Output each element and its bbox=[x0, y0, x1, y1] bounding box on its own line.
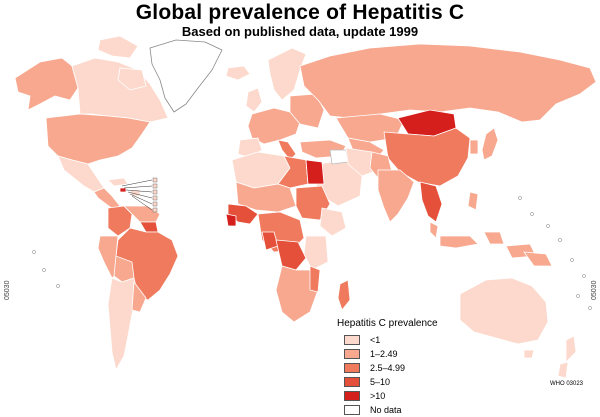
korea-region bbox=[469, 139, 479, 155]
side-code-left: 05030 bbox=[4, 280, 11, 300]
greenland-region bbox=[149, 39, 223, 113]
legend-item: 2.5–4.99 bbox=[337, 361, 487, 375]
arctic-islands bbox=[97, 35, 147, 91]
alaska-region bbox=[14, 57, 79, 111]
guinea-region bbox=[225, 213, 237, 227]
legend-label: 1–2.49 bbox=[370, 349, 398, 359]
legend-label: 5–10 bbox=[370, 377, 391, 387]
russia-region bbox=[299, 43, 597, 123]
iceland-region bbox=[225, 65, 251, 81]
madagascar-region bbox=[337, 279, 351, 311]
uk-region bbox=[245, 87, 263, 113]
map-legend: Hepatitis C prevalence <1 1–2.49 2.5–4.99 5… bbox=[337, 318, 487, 417]
legend-item: >10 bbox=[337, 389, 487, 403]
credit-label: WHO 03023 bbox=[549, 381, 583, 387]
island-markers bbox=[152, 177, 158, 213]
indochina-region bbox=[419, 181, 443, 223]
malaysia-region bbox=[429, 221, 439, 239]
iran-region bbox=[345, 147, 379, 177]
australia-region bbox=[459, 277, 549, 345]
legend-item: 1–2.49 bbox=[337, 347, 487, 361]
legend-swatch bbox=[344, 335, 360, 345]
indonesia-region bbox=[439, 231, 537, 259]
philippines-region bbox=[467, 191, 479, 211]
legend-label: >10 bbox=[370, 391, 386, 401]
legend-swatch bbox=[344, 391, 360, 401]
congo-region bbox=[275, 239, 307, 271]
italy-region bbox=[277, 139, 297, 161]
legend-item: <1 bbox=[337, 333, 487, 347]
ethiopia-region bbox=[319, 207, 347, 237]
png-region bbox=[523, 251, 553, 267]
caribbean-highlight bbox=[119, 187, 127, 193]
legend-swatch bbox=[344, 349, 360, 359]
southern-africa-region bbox=[275, 265, 319, 323]
island-leader-lines bbox=[121, 179, 153, 211]
legend-label: 2.5–4.99 bbox=[370, 363, 406, 373]
legend-item: No data bbox=[337, 403, 487, 417]
legend-label: <1 bbox=[370, 335, 381, 345]
map-subtitle: Based on published data, update 1999 bbox=[181, 24, 419, 39]
tasmania-region bbox=[523, 349, 535, 359]
mozambique-region bbox=[309, 265, 321, 293]
legend-title: Hepatitis C prevalence bbox=[337, 318, 438, 329]
map-title: Global prevalence of Hepatitis C bbox=[135, 1, 465, 24]
new-zealand-region bbox=[557, 335, 577, 379]
pacific-islands bbox=[32, 196, 592, 310]
legend-label: No data bbox=[370, 405, 402, 415]
western-europe-region bbox=[247, 107, 301, 145]
chile-argentina-region bbox=[107, 277, 139, 371]
usa-region bbox=[45, 113, 151, 165]
scandinavia-region bbox=[267, 47, 307, 101]
iraq-region bbox=[329, 149, 349, 165]
guyana-region bbox=[139, 221, 159, 233]
caribbean-islands bbox=[107, 177, 141, 197]
paraguay-uruguay-region bbox=[131, 281, 147, 313]
legend-item: 5–10 bbox=[337, 375, 487, 389]
legend-swatch bbox=[344, 363, 360, 373]
japan-region bbox=[481, 127, 499, 161]
east-africa-region bbox=[303, 235, 329, 271]
side-code-right: 05030 bbox=[591, 280, 598, 300]
india-region bbox=[377, 169, 415, 223]
legend-swatch bbox=[344, 377, 360, 387]
egypt-region bbox=[305, 159, 325, 185]
